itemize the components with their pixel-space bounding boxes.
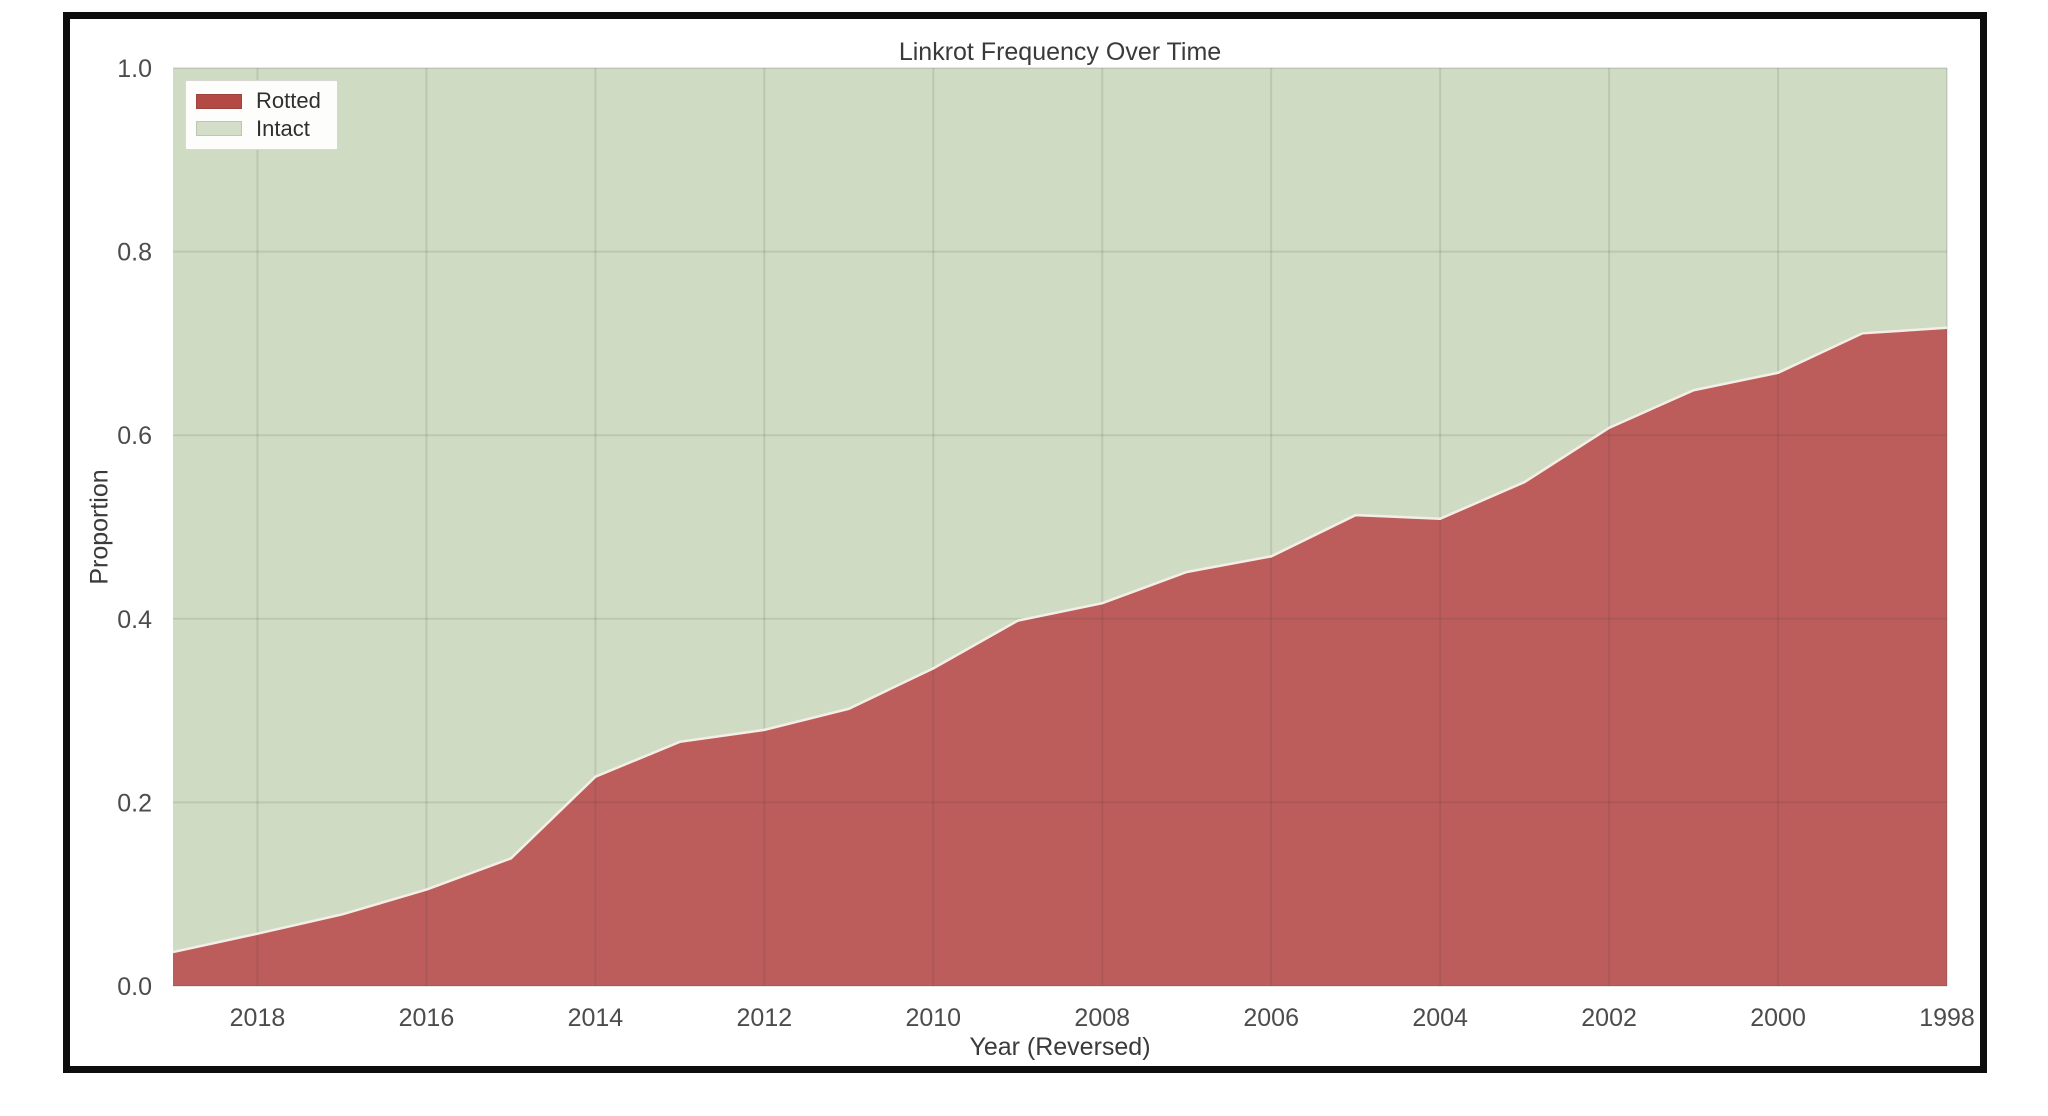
legend-item-rotted: Rotted [196, 90, 329, 112]
x-tick-label: 2004 [1412, 1004, 1468, 1032]
x-tick-label: 2006 [1243, 1004, 1299, 1032]
x-axis-label: Year (Reversed) [969, 1033, 1151, 1061]
y-tick-label: 0.2 [117, 789, 152, 817]
y-tick-label: 0.8 [117, 239, 152, 267]
area-boundary-line [172, 326, 1948, 954]
intact-swatch-icon [196, 121, 242, 137]
x-tick-label: 2018 [230, 1004, 286, 1032]
x-tick-label: 2010 [905, 1004, 961, 1032]
legend-label-rotted: Rotted [256, 88, 321, 114]
x-tick-label: 2014 [568, 1004, 624, 1032]
rotted-swatch-icon [196, 93, 242, 109]
x-tick-label: 2016 [399, 1004, 455, 1032]
y-tick-label: 0.6 [117, 422, 152, 450]
x-tick-label: 2008 [1074, 1004, 1130, 1032]
legend-label-intact: Intact [256, 115, 310, 141]
x-tick-label: 2002 [1581, 1004, 1637, 1032]
y-tick-label: 1.0 [117, 55, 152, 83]
legend: Rotted Intact [185, 80, 338, 150]
area-intact [173, 68, 1947, 953]
chart-title: Linkrot Frequency Over Time [898, 38, 1222, 66]
x-tick-label: 2012 [737, 1004, 793, 1032]
y-axis-label: Proportion [85, 469, 114, 585]
y-tick-label: 0.0 [117, 973, 152, 1001]
y-tick-label: 0.4 [117, 606, 152, 634]
legend-item-intact: Intact [196, 115, 329, 141]
x-tick-label: 2000 [1750, 1004, 1806, 1032]
x-tick-label: 1998 [1919, 1004, 1975, 1032]
